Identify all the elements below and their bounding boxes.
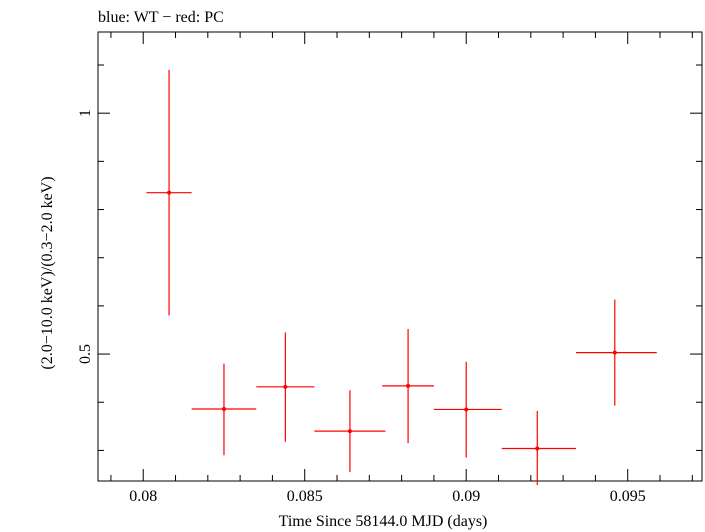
x-tick-label: 0.08 xyxy=(129,488,157,505)
y-tick-label: 1 xyxy=(77,109,94,117)
x-tick-label: 0.095 xyxy=(610,488,646,505)
y-axis-ticks: 0.51 xyxy=(77,64,702,451)
x-tick-label: 0.085 xyxy=(287,488,323,505)
data-series xyxy=(146,69,657,486)
point-marker xyxy=(612,350,617,355)
data-point xyxy=(433,361,502,458)
data-point xyxy=(501,410,577,486)
data-point xyxy=(314,390,386,473)
point-marker xyxy=(167,190,172,195)
point-marker xyxy=(347,429,352,434)
point-marker xyxy=(406,383,411,388)
plot-frame xyxy=(97,31,703,482)
x-axis-ticks: 0.08 0.085 0.09 0.095 xyxy=(110,32,693,505)
x-axis-label: Time Since 58144.0 MJD (days) xyxy=(279,513,488,530)
point-marker xyxy=(535,446,540,451)
data-point xyxy=(576,299,657,406)
data-point xyxy=(191,363,257,456)
x-tick-label: 0.09 xyxy=(452,488,480,505)
point-marker xyxy=(283,384,288,389)
chart-title: blue: WT − red: PC xyxy=(98,9,224,26)
y-tick-label: 0.5 xyxy=(77,344,94,364)
data-point xyxy=(256,332,315,442)
y-axis-label: (2.0−10.0 keV)/(0.3−2.0 keV) xyxy=(39,176,56,369)
data-point xyxy=(146,69,192,316)
point-marker xyxy=(464,407,469,412)
data-point xyxy=(382,329,434,444)
point-marker xyxy=(221,406,226,411)
